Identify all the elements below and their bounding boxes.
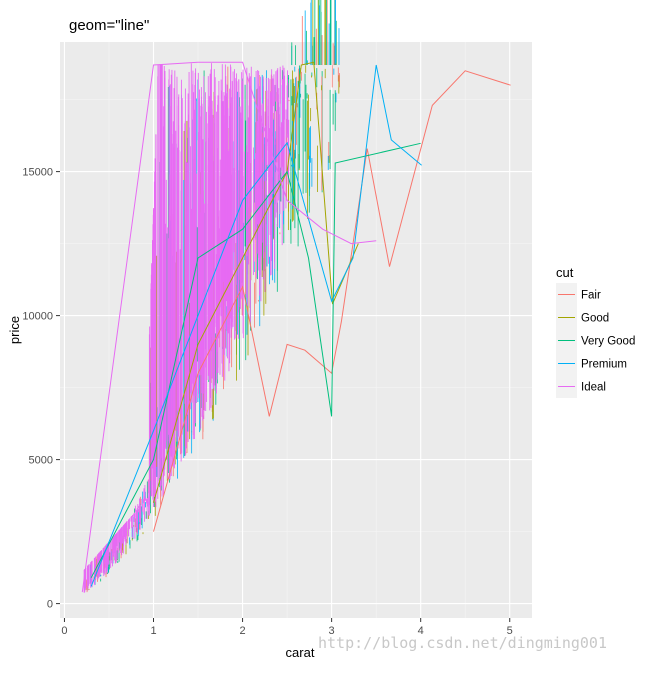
legend-label: Good — [581, 313, 609, 325]
x-tick-label: 5 — [507, 625, 513, 637]
y-tick-label: 10000 — [22, 311, 53, 323]
legend-label: Premium — [581, 359, 627, 371]
series-line-fair — [153, 70, 511, 532]
series-line-good — [153, 61, 359, 503]
series-lines — [81, 61, 511, 593]
y-tick-label: 0 — [47, 599, 53, 611]
x-tick-label: 1 — [150, 625, 156, 637]
legend-title: cut — [556, 265, 574, 280]
legend-label: Fair — [581, 290, 601, 302]
x-tick-label: 4 — [418, 625, 424, 637]
y-tick-label: 15000 — [22, 167, 53, 179]
y-axis: 0 5000 10000 15000 — [22, 167, 60, 611]
series-line-premium — [90, 64, 422, 587]
watermark: http://blog.csdn.net/dingming001 — [318, 634, 607, 652]
x-tick-label: 2 — [240, 625, 246, 637]
chart-title: geom="line" — [69, 17, 149, 34]
y-tick-label: 5000 — [29, 455, 53, 467]
legend: cut Fair Good Very Good Premium Ideal — [556, 265, 635, 398]
x-tick-label: 3 — [329, 625, 335, 637]
series-line-ideal — [81, 61, 377, 593]
dense-data-bands — [83, 0, 340, 593]
legend-label: Very Good — [581, 336, 635, 348]
legend-label: Ideal — [581, 382, 606, 394]
x-tick-label: 0 — [61, 625, 67, 637]
y-axis-title: price — [7, 316, 22, 344]
x-axis: 0 1 2 3 4 5 — [61, 618, 513, 637]
x-axis-title: carat — [286, 645, 315, 660]
